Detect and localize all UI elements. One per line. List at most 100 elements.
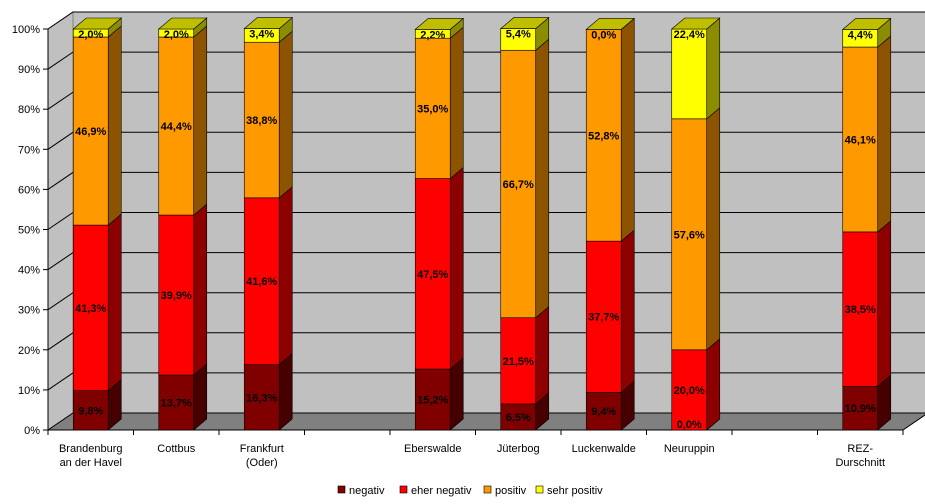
bar-segment bbox=[72, 213, 122, 392]
bar-front bbox=[500, 403, 537, 431]
y-tick-label: 80% bbox=[18, 104, 40, 116]
bar-segment bbox=[585, 17, 635, 242]
bar-top bbox=[670, 17, 721, 30]
bar-front bbox=[158, 36, 195, 216]
y-tick-label: 70% bbox=[18, 144, 40, 156]
data-label: 46,1% bbox=[845, 134, 876, 146]
bar-side bbox=[449, 26, 464, 180]
bar-front bbox=[500, 317, 537, 405]
x-category-label: Eberswalde bbox=[404, 443, 461, 455]
bar-front bbox=[72, 36, 109, 226]
data-label: 0,0% bbox=[677, 419, 702, 431]
bar-front bbox=[671, 349, 708, 431]
bar-segment bbox=[500, 392, 550, 431]
data-label: 15,2% bbox=[417, 395, 448, 407]
x-category-label: (Oder) bbox=[246, 457, 278, 469]
data-label: 0,0% bbox=[591, 29, 616, 41]
data-label: 35,0% bbox=[417, 103, 448, 115]
bar-stack bbox=[72, 17, 123, 431]
bar-side bbox=[278, 186, 293, 366]
legend-item: sehr positiv bbox=[535, 485, 603, 497]
y-tick-label: 100% bbox=[12, 24, 40, 36]
y-tick-label: 90% bbox=[18, 64, 40, 76]
bar-front bbox=[243, 41, 280, 199]
bar-segment bbox=[671, 107, 721, 351]
bar-segment bbox=[72, 379, 122, 431]
data-label: 66,7% bbox=[503, 179, 534, 191]
data-label: 20,0% bbox=[674, 385, 705, 397]
y-tick-label: 60% bbox=[18, 184, 40, 196]
y-tick-label: 10% bbox=[18, 385, 40, 397]
x-category-label: Cottbus bbox=[157, 443, 195, 455]
legend-swatch bbox=[535, 485, 544, 494]
data-label: 46,9% bbox=[75, 126, 106, 138]
bar-side bbox=[193, 203, 208, 376]
bar-side bbox=[877, 220, 892, 387]
data-label: 38,5% bbox=[845, 304, 876, 316]
bar-side bbox=[449, 166, 464, 370]
data-label: 9,8% bbox=[78, 405, 103, 417]
bar-segment bbox=[243, 16, 294, 43]
bar-front bbox=[243, 197, 280, 365]
bar-front bbox=[842, 231, 879, 387]
legend-swatch bbox=[337, 485, 346, 494]
bar-segment bbox=[414, 17, 465, 39]
x-category-label: Luckenwalde bbox=[572, 443, 636, 455]
x-category-label: Jüterbog bbox=[497, 443, 540, 455]
x-category-label: Neuruppin bbox=[664, 443, 715, 455]
x-category-label: an der Havel bbox=[60, 457, 122, 469]
data-label: 41,3% bbox=[75, 303, 106, 315]
bar-segment bbox=[157, 17, 208, 38]
bar-side bbox=[620, 229, 635, 393]
bar-segment bbox=[585, 380, 635, 431]
bar-segment bbox=[72, 17, 123, 38]
bar-front bbox=[414, 178, 451, 370]
x-category-label: Durschnitt bbox=[835, 457, 885, 469]
y-tick-label: 20% bbox=[18, 345, 40, 357]
data-label: 57,6% bbox=[674, 229, 705, 241]
data-label: 2,2% bbox=[420, 29, 445, 41]
bar-stack bbox=[499, 16, 550, 431]
bar-front bbox=[158, 214, 195, 376]
bar-segment bbox=[243, 352, 293, 431]
legend-label: sehr positiv bbox=[547, 485, 603, 497]
x-category-label: REZ- bbox=[847, 443, 873, 455]
data-label: 5,4% bbox=[506, 29, 531, 41]
bar-side bbox=[706, 107, 721, 351]
data-label: 2,0% bbox=[78, 29, 103, 41]
bar-segment bbox=[671, 338, 721, 431]
bar-stack bbox=[243, 16, 294, 431]
bar-segment bbox=[414, 26, 464, 180]
data-label: 22,4% bbox=[674, 29, 705, 41]
data-label: 9,4% bbox=[591, 406, 616, 418]
bar-stack bbox=[670, 17, 721, 431]
bar-segment bbox=[414, 357, 464, 431]
bar-segment bbox=[500, 306, 550, 405]
data-label: 39,9% bbox=[161, 290, 192, 302]
bar-segment bbox=[842, 220, 892, 387]
data-label: 16,3% bbox=[246, 392, 277, 404]
bar-side bbox=[620, 17, 635, 242]
bar-segment bbox=[842, 374, 892, 431]
data-label: 6,5% bbox=[506, 412, 531, 424]
legend-item: negativ bbox=[337, 485, 385, 497]
bar-side bbox=[107, 213, 122, 392]
bar-segment bbox=[243, 30, 293, 199]
bar-segment bbox=[585, 18, 636, 30]
data-label: 3,4% bbox=[249, 29, 274, 41]
bar-side bbox=[535, 306, 550, 405]
bar-front bbox=[500, 49, 537, 319]
bar-segment bbox=[72, 25, 122, 226]
data-label: 10,9% bbox=[845, 403, 876, 415]
bar-segment bbox=[158, 203, 208, 376]
data-label: 4,4% bbox=[848, 29, 873, 41]
bar-top bbox=[157, 17, 208, 30]
data-label: 2,0% bbox=[164, 29, 189, 41]
bar-segment bbox=[500, 38, 550, 319]
bar-segment bbox=[499, 16, 550, 51]
y-tick-label: 40% bbox=[18, 265, 40, 277]
bar-segment bbox=[243, 186, 293, 366]
x-category-label: Frankfurt bbox=[240, 443, 284, 455]
legend-label: eher negativ bbox=[411, 485, 472, 497]
bar-front bbox=[243, 364, 280, 431]
